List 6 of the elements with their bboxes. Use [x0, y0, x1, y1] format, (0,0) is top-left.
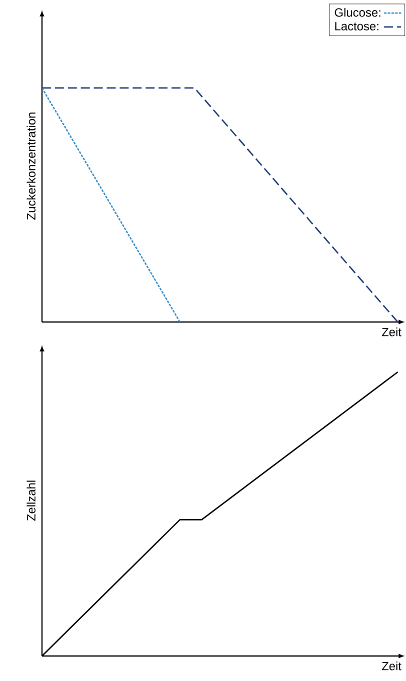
- legend-label: Glucose:: [334, 8, 380, 17]
- x-axis-title: Zeit: [382, 328, 402, 336]
- x-axis-title: Zeit: [382, 662, 402, 670]
- y-axis-title: Zuckerkonzentration: [26, 112, 36, 220]
- y-axis-title: Zellzahl: [26, 480, 36, 521]
- legend-label: Lactose:: [335, 22, 378, 30]
